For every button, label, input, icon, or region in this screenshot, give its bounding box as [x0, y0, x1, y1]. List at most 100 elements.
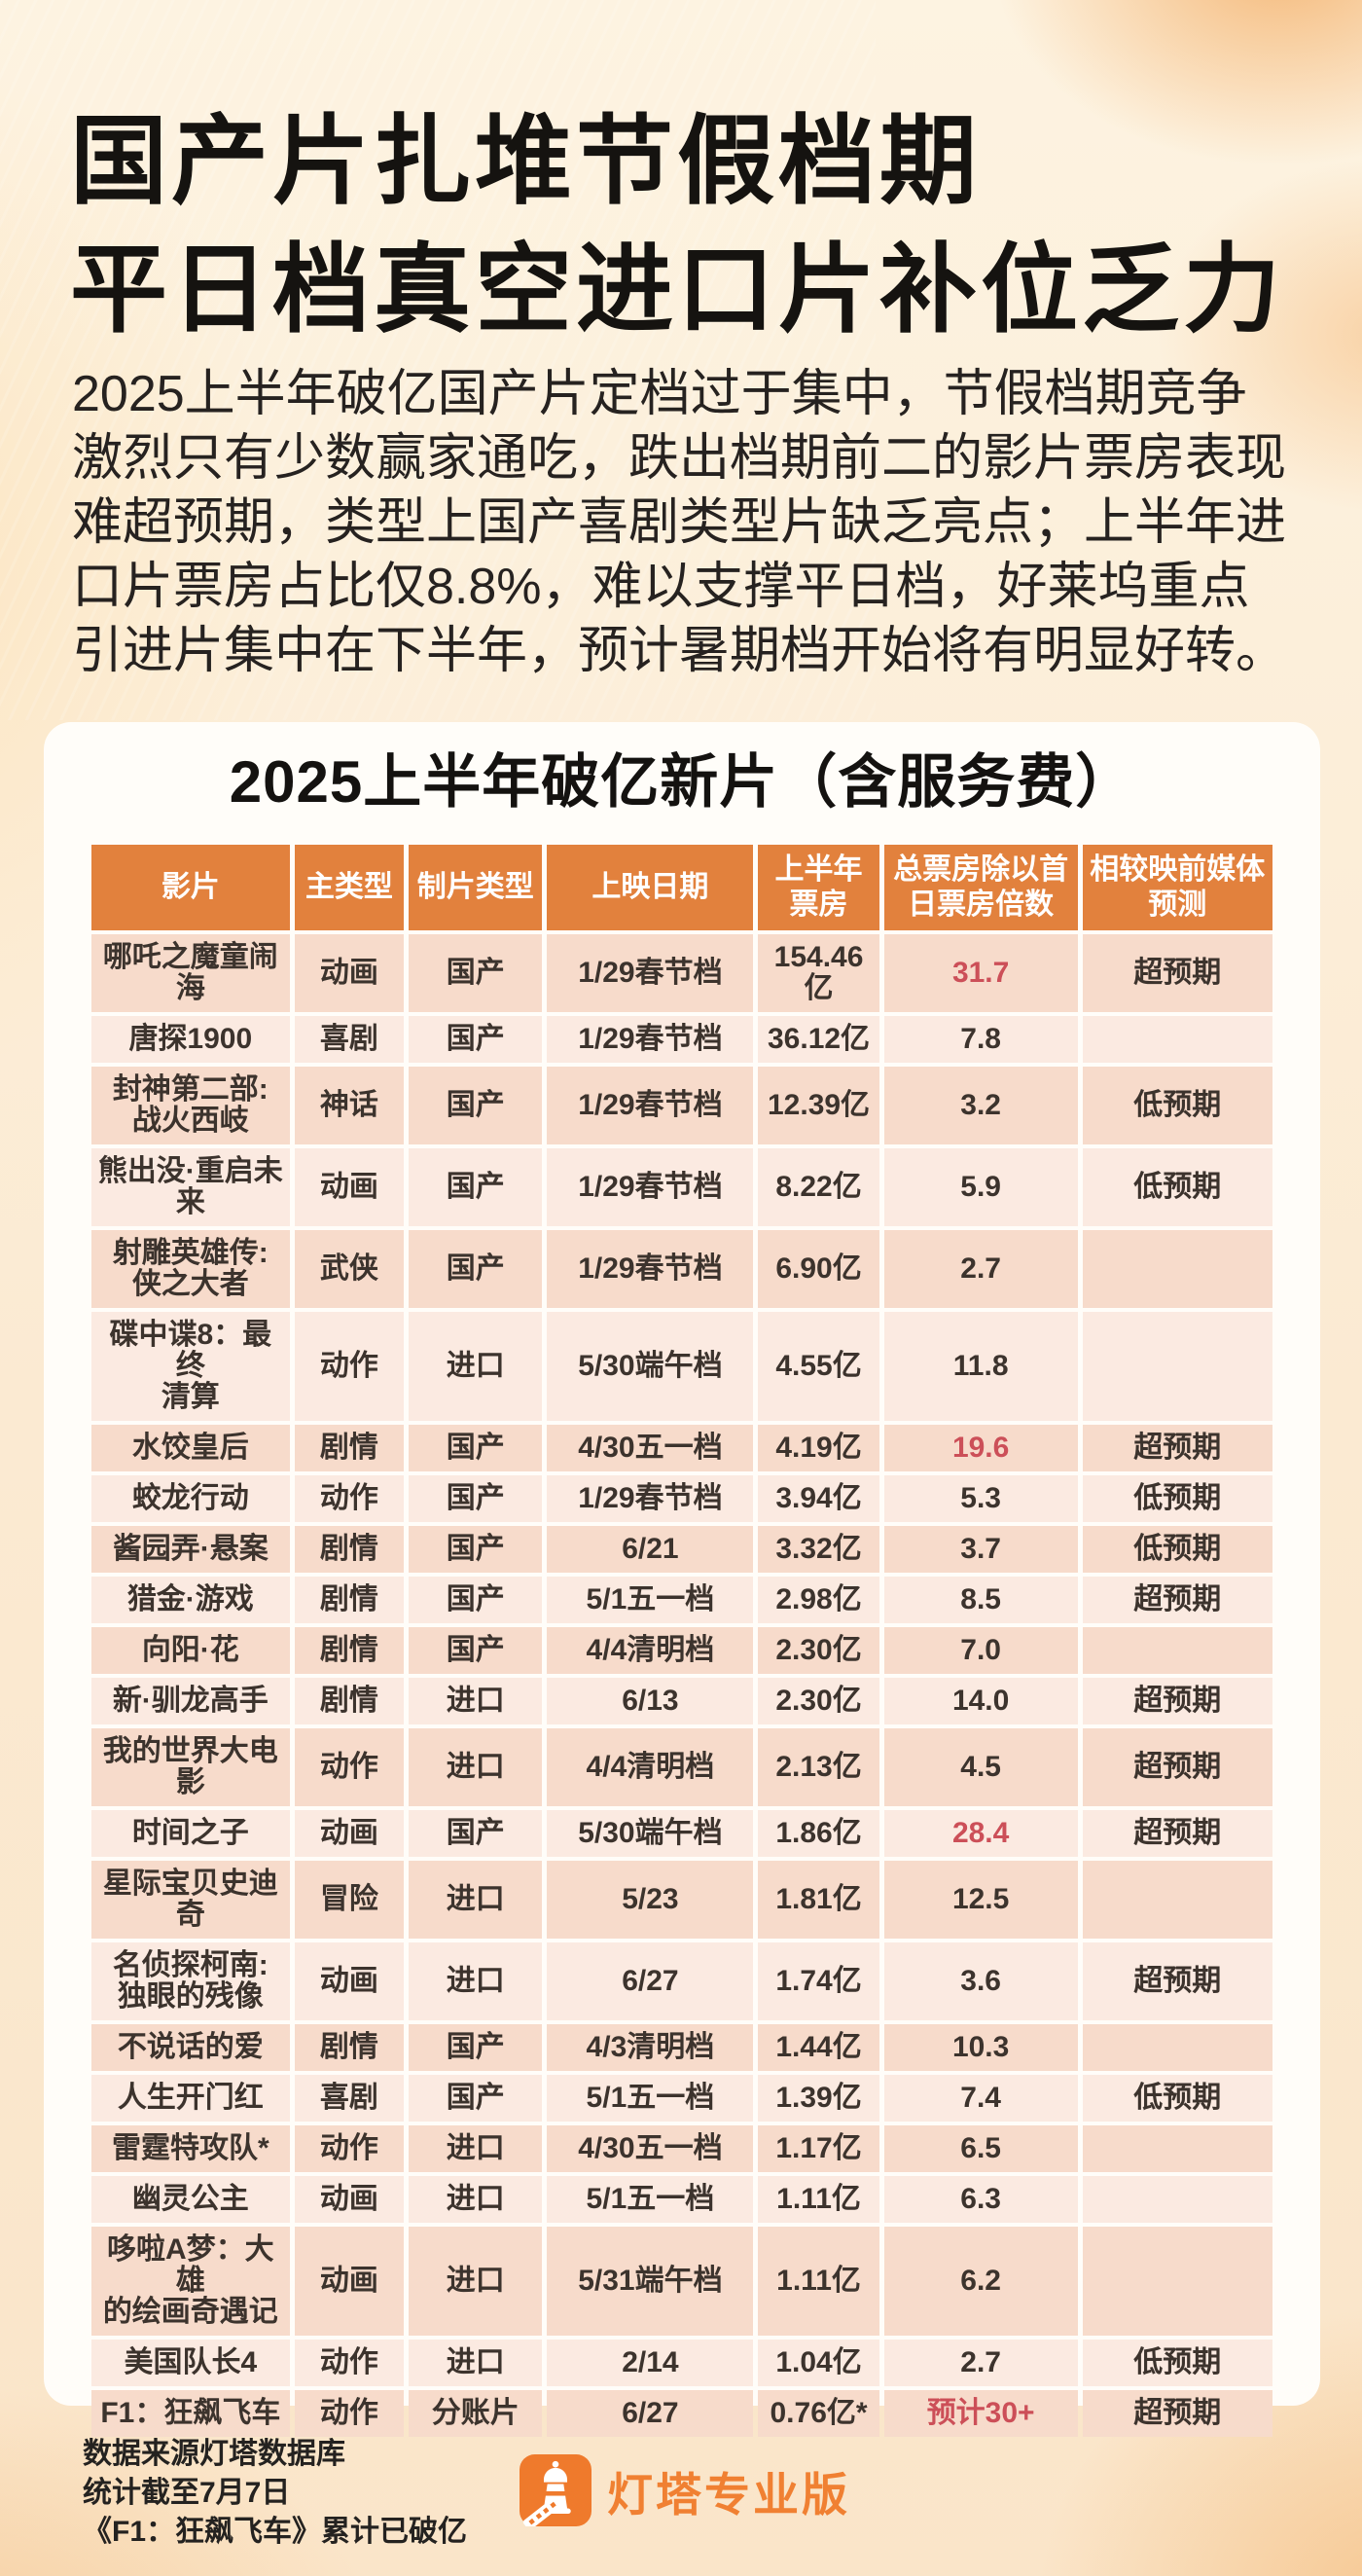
cell-vs-forecast: 低预期 [1082, 2075, 1272, 2122]
cell-multiple: 11.8 [883, 1312, 1078, 1421]
cell-release-date: 5/1五一档 [547, 2075, 754, 2122]
cell-box-office: 2.30亿 [758, 1627, 879, 1674]
cell-film: 碟中谍8：最终 清算 [91, 1312, 290, 1421]
table-row: 新·驯龙高手 剧情 进口 6/13 2.30亿 14.0 超预期 [91, 1678, 1272, 1724]
cell-release-date: 4/4清明档 [547, 1627, 754, 1674]
cell-genre: 动画 [294, 2176, 405, 2223]
cell-multiple: 6.3 [883, 2176, 1078, 2223]
cell-production: 国产 [409, 2075, 543, 2122]
cell-genre: 动作 [294, 2340, 405, 2386]
cell-release-date: 5/1五一档 [547, 2176, 754, 2223]
cell-multiple: 10.3 [883, 2024, 1078, 2071]
cell-production: 进口 [409, 2340, 543, 2386]
intro-paragraph: 2025上半年破亿国产片定档过于集中，节假档期竞争 激烈只有少数赢家通吃，跌出档… [72, 366, 1287, 679]
table-row: 哆啦A梦：大雄 的绘画奇遇记 动画 进口 5/31端午档 1.11亿 6.2 [91, 2227, 1272, 2336]
cell-production: 进口 [409, 1728, 543, 1806]
cell-release-date: 6/21 [547, 1526, 754, 1573]
cell-film: 雷霆特攻队* [91, 2125, 290, 2172]
cell-multiple: 31.7 [883, 934, 1078, 1012]
cell-multiple: 14.0 [883, 1678, 1078, 1724]
cell-release-date: 6/27 [547, 1942, 754, 2020]
cell-production: 国产 [409, 1577, 543, 1623]
cell-genre: 动作 [294, 2125, 405, 2172]
cell-film: 酱园弄·悬案 [91, 1526, 290, 1573]
cell-vs-forecast: 超预期 [1082, 2390, 1272, 2437]
cell-film: 名侦探柯南: 独眼的残像 [91, 1942, 290, 2020]
cell-box-office: 1.74亿 [758, 1942, 879, 2020]
column-header-6: 总票房除以首 日票房倍数 [883, 845, 1078, 930]
table-row: 名侦探柯南: 独眼的残像 动画 进口 6/27 1.74亿 3.6 超预期 [91, 1942, 1272, 2020]
box-office-table: 影片 主类型 制片类型 上映日期 上半年 票房 总票房除以首 日票房倍数 相较映前媒体 预测… [87, 841, 1277, 2441]
cell-film: 熊出没·重启未 来 [91, 1148, 290, 1226]
cell-release-date: 4/30五一档 [547, 1425, 754, 1471]
cell-vs-forecast: 低预期 [1082, 1475, 1272, 1522]
cell-film: 我的世界大电 影 [91, 1728, 290, 1806]
cell-film: 蛟龙行动 [91, 1475, 290, 1522]
cell-multiple: 7.0 [883, 1627, 1078, 1674]
cell-vs-forecast: 超预期 [1082, 1678, 1272, 1724]
cell-vs-forecast [1082, 2125, 1272, 2172]
cell-release-date: 1/29春节档 [547, 1475, 754, 1522]
cell-multiple: 5.9 [883, 1148, 1078, 1226]
cell-genre: 剧情 [294, 1425, 405, 1471]
cell-genre: 冒险 [294, 1861, 405, 1939]
cell-vs-forecast: 超预期 [1082, 1942, 1272, 2020]
table-row: 向阳·花 剧情 国产 4/4清明档 2.30亿 7.0 [91, 1627, 1272, 1674]
cell-genre: 动画 [294, 1148, 405, 1226]
cell-film: 时间之子 [91, 1810, 290, 1857]
source-notes: 数据来源灯塔数据库 统计截至7月7日 《F1：狂飙飞车》累计已破亿 [83, 2435, 467, 2552]
cell-release-date: 1/29春节档 [547, 934, 754, 1012]
table-row: 时间之子 动画 国产 5/30端午档 1.86亿 28.4 超预期 [91, 1810, 1272, 1857]
headline: 国产片扎堆节假档期 平日档真空进口片补位乏力 [70, 97, 1284, 354]
cell-box-office: 3.32亿 [758, 1526, 879, 1573]
table-body: 哪吒之魔童闹 海动画 国产 1/29春节档 154.46亿 31.7 超预期 唐探1900 喜… [91, 934, 1272, 2437]
cell-box-office: 154.46亿 [758, 934, 879, 1012]
cell-vs-forecast: 超预期 [1082, 1728, 1272, 1806]
cell-film: 水饺皇后 [91, 1425, 290, 1471]
note-line-3: 《F1：狂飙飞车》累计已破亿 [83, 2516, 468, 2548]
column-header-2: 主类型 [294, 845, 405, 930]
cell-production: 国产 [409, 2024, 543, 2071]
cell-film: 封神第二部: 战火西岐 [91, 1067, 290, 1144]
cell-genre: 剧情 [294, 1577, 405, 1623]
cell-box-office: 3.94亿 [758, 1475, 879, 1522]
cell-multiple: 19.6 [883, 1425, 1078, 1471]
cell-genre: 喜剧 [294, 1016, 405, 1063]
cell-vs-forecast [1082, 1627, 1272, 1674]
cell-vs-forecast: 低预期 [1082, 2340, 1272, 2386]
column-header-3: 制片类型 [409, 845, 543, 930]
card-title: 2025上半年破亿新片（含服务费） [229, 749, 1135, 815]
cell-multiple: 4.5 [883, 1728, 1078, 1806]
cell-film: 猎金·游戏 [91, 1577, 290, 1623]
brand-logo: 灯塔专业版 [520, 2454, 850, 2526]
cell-film: 唐探1900 [91, 1016, 290, 1063]
cell-box-office: 1.11亿 [758, 2227, 879, 2336]
cell-release-date: 5/30端午档 [547, 1312, 754, 1421]
cell-production: 国产 [409, 1475, 543, 1522]
note-line-2: 统计截至7月7日 [83, 2477, 291, 2509]
cell-genre: 武侠 [294, 1230, 405, 1308]
table-row: 星际宝贝史迪 奇冒险 进口 5/23 1.81亿 12.5 [91, 1861, 1272, 1939]
cell-film: F1：狂飙飞车 [91, 2390, 290, 2437]
cell-box-office: 2.98亿 [758, 1577, 879, 1623]
note-line-1: 数据来源灯塔数据库 [83, 2438, 345, 2470]
cell-box-office: 1.39亿 [758, 2075, 879, 2122]
cell-box-office: 0.76亿* [758, 2390, 879, 2437]
cell-box-office: 1.17亿 [758, 2125, 879, 2172]
cell-multiple: 3.6 [883, 1942, 1078, 2020]
table-row: 蛟龙行动 动作 国产 1/29春节档 3.94亿 5.3 低预期 [91, 1475, 1272, 1522]
table-row: 猎金·游戏 剧情 国产 5/1五一档 2.98亿 8.5 超预期 [91, 1577, 1272, 1623]
cell-vs-forecast: 超预期 [1082, 1577, 1272, 1623]
cell-production: 国产 [409, 1230, 543, 1308]
cell-multiple: 3.2 [883, 1067, 1078, 1144]
cell-genre: 动作 [294, 1312, 405, 1421]
cell-multiple: 3.7 [883, 1526, 1078, 1573]
cell-genre: 动作 [294, 1475, 405, 1522]
cell-vs-forecast: 低预期 [1082, 1067, 1272, 1144]
headline-line-2: 平日档真空进口片补位乏力 [70, 236, 1284, 345]
table-row: 酱园弄·悬案 剧情 国产 6/21 3.32亿 3.7 低预期 [91, 1526, 1272, 1573]
cell-release-date: 1/29春节档 [547, 1148, 754, 1226]
brand-name: 灯塔专业版 [607, 2468, 850, 2521]
table-header-row: 影片 主类型 制片类型 上映日期 上半年 票房 总票房除以首 日票房倍数 相较映前媒体 预测 [91, 845, 1272, 930]
